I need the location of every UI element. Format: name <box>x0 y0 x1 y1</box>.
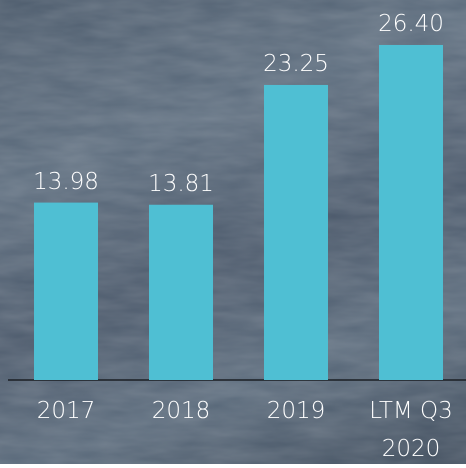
value-label: 13.98 <box>11 163 121 201</box>
value-label: 26.40 <box>356 5 466 43</box>
bar <box>149 205 213 380</box>
x-tick-label: 2019 <box>246 392 346 430</box>
bar <box>379 45 443 380</box>
x-tick-label: 2018 <box>131 392 231 430</box>
value-label: 13.81 <box>126 165 236 203</box>
x-tick-label: 2017 <box>16 392 116 430</box>
bar <box>34 203 98 380</box>
chart: 13.98201713.81201823.25201926.40LTM Q3 2… <box>0 0 466 464</box>
value-label: 23.25 <box>241 45 351 83</box>
x-tick-label: LTM Q3 2020 <box>361 392 461 468</box>
bar <box>264 85 328 380</box>
